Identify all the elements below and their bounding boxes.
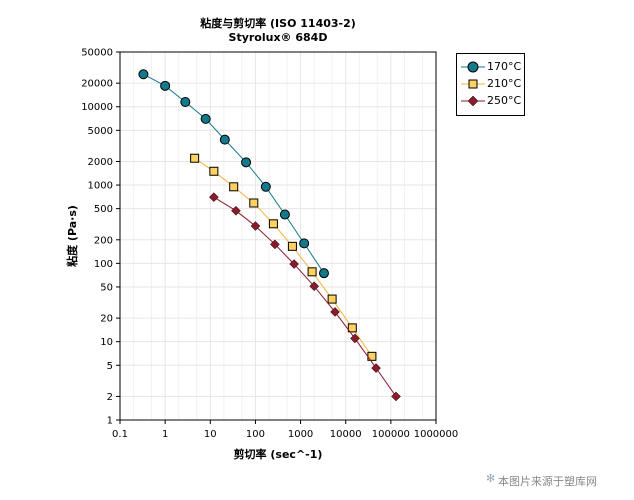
chart-title: 粘度与剪切率 (ISO 11403-2) [200,17,356,30]
data-point [330,307,340,317]
plot-border [119,51,437,421]
legend-label: 170°C [487,60,522,73]
chart-subtitle: Styrolux® 684D [228,31,328,44]
data-point [327,294,337,304]
x-tick-label: 1 [162,429,168,440]
data-point [180,96,191,107]
data-point [289,259,299,269]
legend-item-210: 210°C [457,76,524,92]
data-point [209,192,219,203]
y-tick-label: 100 [94,259,113,270]
data-point [138,69,149,80]
grid-lines [119,51,437,421]
y-tick-label: 50 [100,282,113,293]
data-point [309,281,320,292]
data-point [287,241,297,251]
y-axis-ticks: 1 2 5 10 20 50 100 200 500 1000 2000 5000 10000 20000… [81,48,120,427]
y-tick-label: 5000 [88,126,113,137]
data-point [371,363,381,373]
y-tick-label: 1 [107,416,113,427]
x-tick-label: 10000 [330,429,362,440]
data-point [279,209,290,220]
data-point [299,238,310,249]
legend-label: 210°C [487,77,522,90]
data-point [200,113,211,124]
data-point [219,134,230,145]
data-point [270,239,280,250]
y-tick-label: 2 [107,392,113,403]
plot-area [120,52,436,420]
data-point [347,323,357,333]
data-point [229,182,239,192]
y-tick-label: 1000 [88,181,113,192]
y-tick-label: 5 [107,361,113,372]
watermark-text: 本图片来源于塑库网 [498,475,597,488]
data-point [241,157,252,168]
series-0 [138,69,329,279]
data-point [307,267,317,277]
data-point [160,80,171,91]
x-tick-label: 1000000 [414,429,459,440]
y-tick-label: 10 [100,337,113,348]
y-axis-label: 粘度 (Pa·s) [65,205,79,267]
data-point [231,205,241,216]
x-tick-label: 10 [204,429,217,440]
y-tick-label: 20 [100,314,113,325]
legend-item-170: 170°C [457,59,524,75]
data-point [250,221,261,231]
x-tick-label: 100000 [372,429,410,440]
x-axis-label: 剪切率 (sec^-1) [234,447,323,461]
x-tick-label: 1000 [288,429,313,440]
x-axis-ticks: 0.1 1 10 100 1000 10000 100000 1000000 [112,420,458,440]
legend-diamond-marker [461,95,485,107]
asterisk-icon: ✻ [486,472,496,485]
legend-square-marker [461,79,485,89]
legend-item-250: 250°C [457,93,524,109]
x-tick-label: 0.1 [112,429,128,440]
data-point [391,391,401,402]
series-2 [209,192,401,402]
data-point [249,198,259,208]
series-line [194,157,373,357]
series-line [213,196,397,397]
y-tick-label: 2000 [88,157,113,168]
y-tick-label: 10000 [81,102,113,113]
data-point [367,351,377,361]
data-point [260,181,271,192]
y-tick-label: 50000 [81,48,113,59]
data-point [318,268,329,279]
y-tick-label: 20000 [81,79,113,90]
legend: 170°C 210°C 250°C [456,53,525,116]
data-point [209,166,219,176]
data-point [268,219,278,229]
data-point [350,333,360,344]
legend-circle-marker [461,61,485,73]
series-line [143,73,325,274]
x-tick-label: 100 [246,429,265,440]
data-point [190,153,200,163]
series-1 [190,153,377,361]
y-tick-label: 500 [94,204,113,215]
series-group [138,69,401,402]
legend-label: 250°C [487,94,522,107]
y-tick-label: 200 [94,235,113,246]
